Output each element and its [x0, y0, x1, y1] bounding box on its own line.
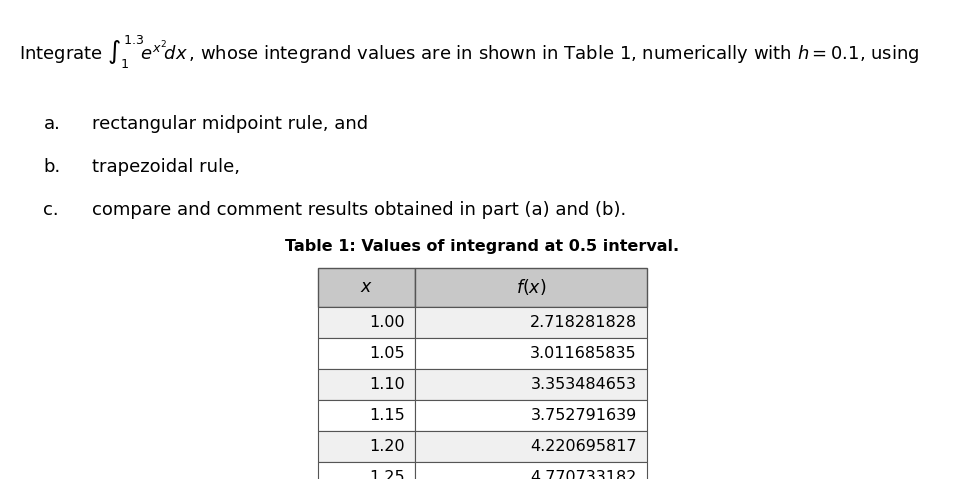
Bar — [415, 431, 647, 462]
Bar — [318, 338, 415, 369]
Text: 2.718281828: 2.718281828 — [530, 315, 637, 330]
Text: trapezoidal rule,: trapezoidal rule, — [92, 158, 239, 176]
Text: Integrate $\int_{1}^{1.3}\! e^{x^2}\! dx\,$, whose integrand values are in shown: Integrate $\int_{1}^{1.3}\! e^{x^2}\! dx… — [19, 34, 920, 70]
Bar — [415, 462, 647, 479]
Bar — [318, 268, 415, 307]
Text: 1.15: 1.15 — [370, 408, 405, 423]
Bar — [415, 307, 647, 338]
Text: 1.25: 1.25 — [370, 470, 405, 479]
Bar — [415, 268, 647, 307]
Text: 3.011685835: 3.011685835 — [531, 346, 637, 361]
Text: $f(x)$: $f(x)$ — [515, 277, 546, 297]
Text: $x$: $x$ — [360, 278, 373, 297]
Bar — [318, 431, 415, 462]
Bar — [318, 307, 415, 338]
Text: 1.20: 1.20 — [370, 439, 405, 454]
Text: 1.05: 1.05 — [370, 346, 405, 361]
Bar — [318, 400, 415, 431]
Bar — [318, 462, 415, 479]
Text: compare and comment results obtained in part (a) and (b).: compare and comment results obtained in … — [92, 201, 626, 219]
Text: 3.752791639: 3.752791639 — [531, 408, 637, 423]
Bar — [415, 369, 647, 400]
Text: b.: b. — [43, 158, 61, 176]
Text: 1.10: 1.10 — [370, 377, 405, 392]
Text: Table 1: Values of integrand at 0.5 interval.: Table 1: Values of integrand at 0.5 inte… — [286, 240, 679, 254]
Text: 1.00: 1.00 — [370, 315, 405, 330]
Bar — [318, 369, 415, 400]
Text: 3.353484653: 3.353484653 — [531, 377, 637, 392]
Text: 4.220695817: 4.220695817 — [531, 439, 637, 454]
Bar — [415, 400, 647, 431]
Text: a.: a. — [43, 115, 60, 133]
Bar — [415, 338, 647, 369]
Text: 4.770733182: 4.770733182 — [531, 470, 637, 479]
Text: rectangular midpoint rule, and: rectangular midpoint rule, and — [92, 115, 368, 133]
Text: c.: c. — [43, 201, 59, 219]
